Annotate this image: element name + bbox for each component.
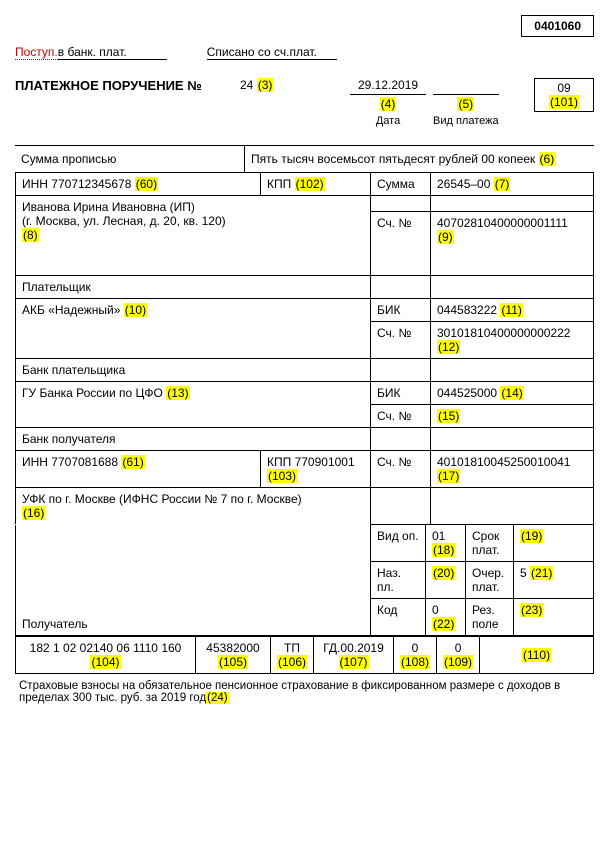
ref-3: (3)	[257, 78, 274, 92]
kpp-cell: КПП (102)	[261, 173, 371, 196]
recv-bank-bik-label: БИК	[371, 382, 431, 405]
recv-label: Получатель	[16, 525, 371, 636]
recv-name: УФК по г. Москве (ИФНС России № 7 по г. …	[16, 488, 371, 525]
payer-label: Плательщик	[16, 276, 371, 299]
recv-acc-val: 40101810045250010041(17)	[431, 451, 594, 488]
spisano-label: Списано со сч. плат.	[207, 45, 337, 60]
recv-kpp: КПП 770901001(103)	[261, 451, 371, 488]
payer-acc-val: 40702810400000001111 (9)	[431, 211, 594, 275]
recv-bank-label: Банк получателя	[16, 428, 371, 451]
payer-bank-acc-label: Сч. №	[371, 322, 431, 359]
paytype-block: (5) Вид платежа	[433, 78, 499, 127]
postup-label: Поступ. в банк. плат.	[15, 45, 167, 60]
recv-bank-acc-ref: (15)	[431, 405, 594, 428]
recv-bank-bik-val: 044525000 (14)	[431, 382, 594, 405]
form-code: 0401060	[521, 15, 594, 37]
sum-val-cell: 26545–00 (7)	[431, 173, 594, 196]
payer-bank-name: АКБ «Надежный» (10)	[16, 299, 371, 359]
bottom-table: 182 1 02 02140 06 1110 160(104) 45382000…	[15, 636, 594, 674]
doc-number: 24	[240, 78, 253, 92]
payer-name-cell: Иванова Ирина Ивановна (ИП) (г. Москва, …	[16, 196, 371, 276]
sum-text: Пять тысяч восемьсот пятьдесят рублей 00…	[245, 146, 594, 172]
main-table: ИНН 770712345678 (60) КПП (102) Сумма 26…	[15, 172, 594, 524]
date-block: 29.12.2019 (4) Дата	[350, 78, 426, 127]
payer-bank-acc-val: 30101810400000000222(12)	[431, 322, 594, 359]
payer-bank-bik-label: БИК	[371, 299, 431, 322]
recv-bank-name: ГУ Банка России по ЦФО (13)	[16, 382, 371, 428]
payer-bank-label: Банк плательщика	[16, 359, 371, 382]
status-box: 09 (101)	[534, 78, 594, 112]
recv-acc-label: Сч. №	[371, 451, 431, 488]
doc-title: ПЛАТЕЖНОЕ ПОРУЧЕНИЕ №	[15, 78, 202, 93]
recv-inn: ИНН 7707081688 (61)	[16, 451, 261, 488]
inn-cell: ИНН 770712345678 (60)	[16, 173, 261, 196]
ops-table: Получатель Вид оп. 01(18) Срок плат. (19…	[15, 524, 594, 636]
sum-label-cell: Сумма	[371, 173, 431, 196]
sum-label: Сумма прописью	[15, 146, 245, 172]
recv-bank-acc-label: Сч. №	[371, 405, 431, 428]
payer-acc-label: Сч. №	[371, 211, 431, 275]
purpose-text: Страховые взносы на обязательное пенсион…	[15, 678, 594, 706]
payer-bank-bik-val: 044583222 (11)	[431, 299, 594, 322]
